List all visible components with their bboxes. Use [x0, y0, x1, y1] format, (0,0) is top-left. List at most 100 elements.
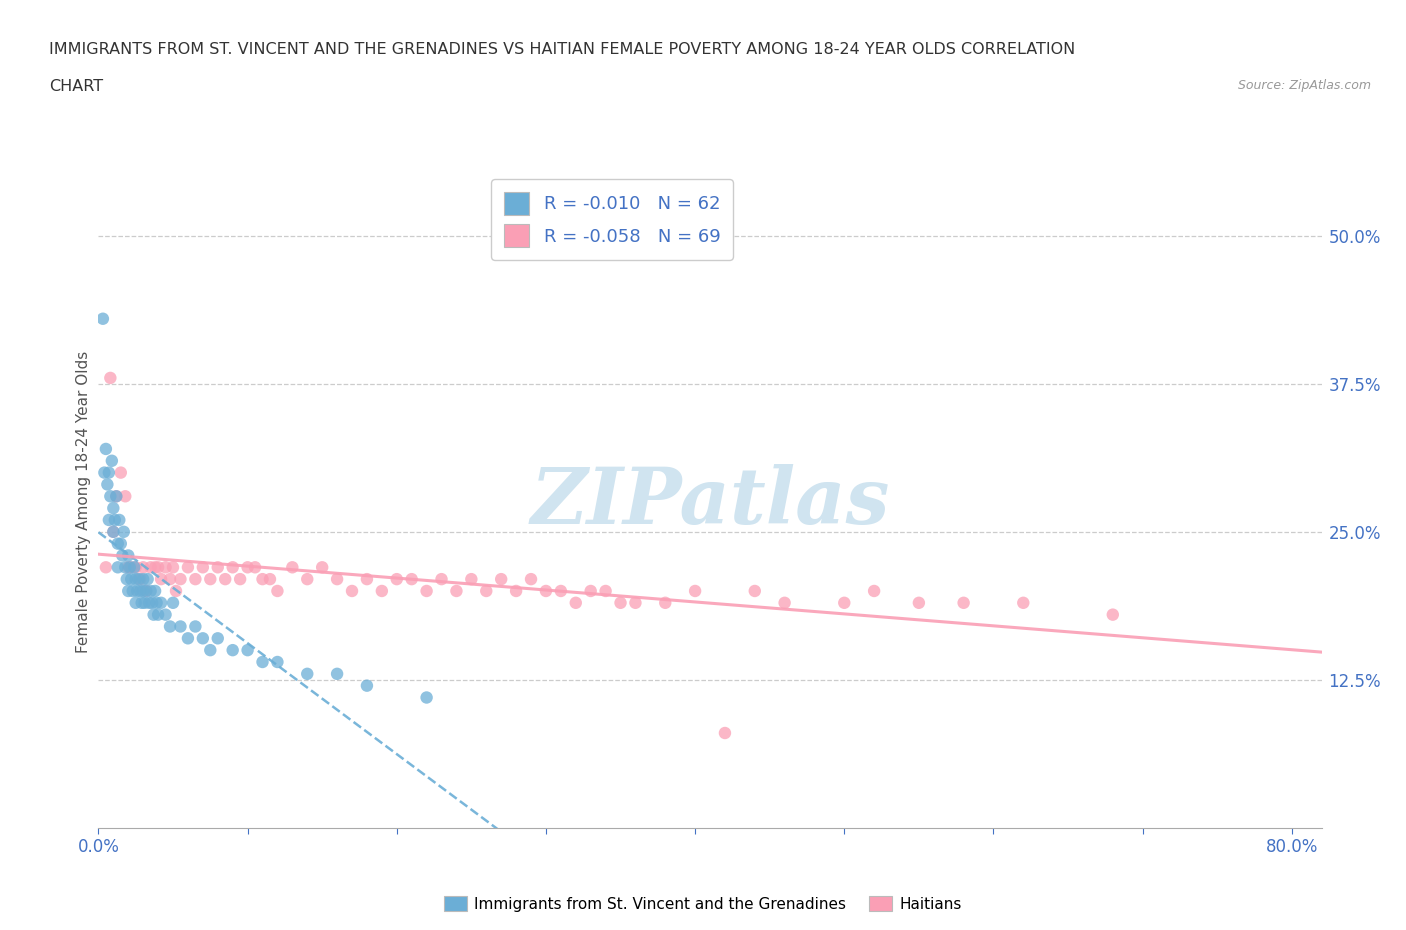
Point: [252, 572, 274, 587]
Point: [97, 465, 120, 480]
Point: [177, 560, 200, 575]
Point: [118, 560, 141, 575]
Point: [252, 655, 274, 670]
Point: [132, 560, 155, 575]
Point: [110, 465, 132, 480]
Point: [415, 690, 437, 705]
Point: [150, 572, 173, 587]
Point: [177, 631, 200, 645]
Point: [654, 595, 676, 610]
Point: [236, 560, 259, 575]
Point: [120, 560, 142, 575]
Point: [139, 583, 162, 598]
Point: [98, 370, 121, 385]
Point: [104, 512, 127, 527]
Point: [165, 583, 187, 598]
Point: [744, 583, 766, 598]
Point: [683, 583, 706, 598]
Point: [132, 572, 155, 587]
Point: [127, 583, 149, 598]
Point: [356, 678, 378, 693]
Point: [98, 489, 121, 504]
Point: [371, 583, 394, 598]
Point: [266, 583, 288, 598]
Point: [952, 595, 974, 610]
Text: IMMIGRANTS FROM ST. VINCENT AND THE GRENADINES VS HAITIAN FEMALE POVERTY AMONG 1: IMMIGRANTS FROM ST. VINCENT AND THE GREN…: [49, 42, 1076, 57]
Point: [114, 489, 136, 504]
Point: [297, 572, 319, 587]
Point: [169, 572, 191, 587]
Point: [107, 560, 129, 575]
Point: [110, 537, 132, 551]
Point: [105, 489, 128, 504]
Point: [259, 572, 281, 587]
Point: [415, 583, 437, 598]
Point: [401, 572, 423, 587]
Point: [105, 489, 128, 504]
Point: [207, 560, 229, 575]
Point: [111, 548, 134, 563]
Point: [385, 572, 408, 587]
Point: [117, 560, 139, 575]
Point: [131, 595, 153, 610]
Point: [460, 572, 482, 587]
Point: [236, 643, 259, 658]
Point: [125, 560, 148, 575]
Point: [595, 583, 617, 598]
Text: CHART: CHART: [49, 79, 103, 94]
Point: [138, 595, 160, 610]
Point: [146, 560, 169, 575]
Point: [1101, 607, 1123, 622]
Point: [520, 572, 543, 587]
Point: [221, 643, 243, 658]
Point: [162, 595, 184, 610]
Point: [281, 560, 304, 575]
Point: [311, 560, 333, 575]
Point: [112, 525, 135, 539]
Point: [97, 512, 120, 527]
Point: [135, 583, 157, 598]
Point: [609, 595, 631, 610]
Point: [143, 560, 166, 575]
Point: [191, 560, 214, 575]
Point: [863, 583, 886, 598]
Point: [200, 572, 222, 587]
Point: [624, 595, 647, 610]
Text: ZIPatlas: ZIPatlas: [530, 464, 890, 540]
Point: [107, 537, 129, 551]
Point: [159, 572, 181, 587]
Point: [191, 631, 214, 645]
Point: [155, 607, 177, 622]
Point: [103, 525, 125, 539]
Point: [141, 595, 163, 610]
Point: [489, 572, 512, 587]
Point: [326, 572, 349, 587]
Point: [430, 572, 453, 587]
Point: [93, 465, 115, 480]
Point: [142, 607, 165, 622]
Point: [94, 442, 117, 457]
Point: [155, 560, 177, 575]
Y-axis label: Female Poverty Among 18-24 Year Olds: Female Poverty Among 18-24 Year Olds: [76, 352, 91, 654]
Point: [184, 572, 207, 587]
Point: [117, 548, 139, 563]
Point: [108, 512, 131, 527]
Point: [446, 583, 468, 598]
Point: [150, 595, 173, 610]
Point: [120, 572, 142, 587]
Point: [132, 583, 155, 598]
Point: [96, 477, 118, 492]
Point: [169, 619, 191, 634]
Point: [129, 583, 152, 598]
Point: [475, 583, 498, 598]
Point: [139, 560, 162, 575]
Point: [122, 560, 145, 575]
Point: [159, 619, 181, 634]
Point: [136, 572, 159, 587]
Point: [114, 560, 136, 575]
Point: [162, 560, 184, 575]
Point: [125, 595, 148, 610]
Point: [103, 500, 125, 515]
Point: [214, 572, 236, 587]
Point: [115, 572, 138, 587]
